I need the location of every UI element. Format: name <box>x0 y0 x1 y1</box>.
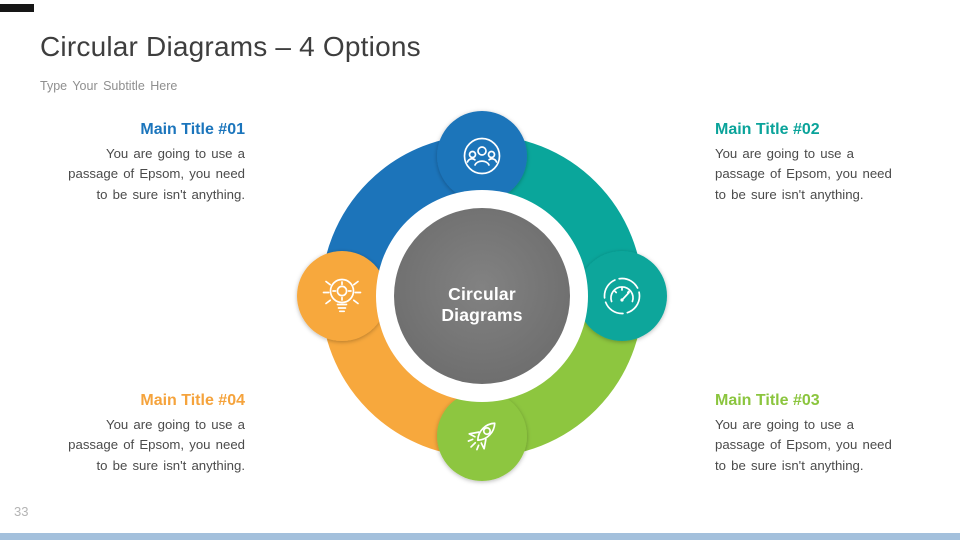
bottom-accent-bar <box>0 533 960 540</box>
item-body-line: You are going to use a <box>715 146 854 161</box>
people-icon <box>463 137 501 175</box>
center-label-line1: Circular <box>448 284 516 304</box>
item-title-02: Main Title #02 <box>715 121 820 138</box>
item-body-line: to be sure isn't anything. <box>96 457 245 473</box>
item-body-line: passage of Epsom, you need <box>715 437 892 453</box>
center-circle <box>394 208 570 384</box>
item-body-line: to be sure isn't anything. <box>96 186 245 202</box>
item-body-line: passage of Epsom, you need <box>68 437 245 453</box>
item-title-01: Main Title #01 <box>140 121 245 138</box>
circular-diagram: Circular Diagrams <box>292 101 672 491</box>
slide-page-number: 33 <box>14 504 29 519</box>
bulge-blue <box>437 111 527 201</box>
item-body-line: You are going to use a <box>106 146 245 161</box>
item-title-04: Main Title #04 <box>140 392 245 409</box>
page-subtitle: Type Your Subtitle Here <box>40 79 178 93</box>
gauge-icon <box>603 277 641 315</box>
item-body-line: to be sure isn't anything. <box>715 457 864 473</box>
lightbulb-icon <box>322 278 362 313</box>
text-block-01: Main Title #01 You are going to use a pa… <box>55 121 245 205</box>
circular-diagram-svg: Circular Diagrams <box>297 111 667 481</box>
item-title-03: Main Title #03 <box>715 392 820 409</box>
center-label-line2: Diagrams <box>441 305 522 325</box>
item-body-line: passage of Epsom, you need <box>715 166 892 182</box>
text-block-02: Main Title #02 You are going to use a pa… <box>715 121 905 205</box>
rocket-icon <box>467 422 496 451</box>
top-left-accent-bar <box>0 4 34 12</box>
page-title: Circular Diagrams – 4 Options <box>40 31 421 62</box>
text-block-03: Main Title #03 You are going to use a pa… <box>715 392 905 476</box>
item-body-line: to be sure isn't anything. <box>715 186 864 202</box>
text-block-04: Main Title #04 You are going to use a pa… <box>55 392 245 476</box>
bulge-teal <box>577 251 667 341</box>
item-body-line: passage of Epsom, you need <box>68 166 245 182</box>
bulge-green <box>437 391 527 481</box>
item-body-line: You are going to use a <box>715 417 854 432</box>
item-body-line: You are going to use a <box>106 417 245 432</box>
